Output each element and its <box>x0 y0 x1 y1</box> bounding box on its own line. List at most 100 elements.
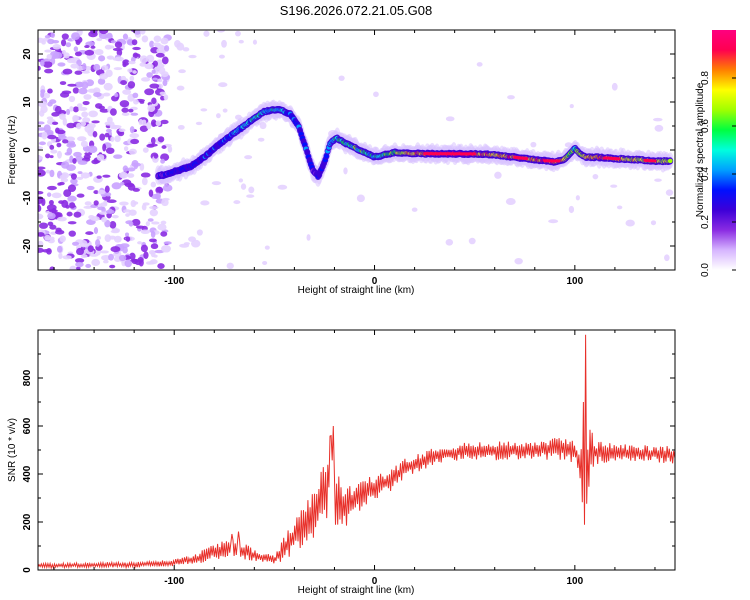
spectrogram-cell <box>96 154 105 161</box>
spectrogram-cell <box>67 83 77 87</box>
spectrogram-cell <box>85 231 94 235</box>
spectrogram-cell <box>177 124 185 130</box>
spectrogram-cell <box>60 39 67 47</box>
spectrogram-cell <box>151 221 160 225</box>
spectrogram-cell <box>82 117 91 123</box>
spectrogram-cell <box>211 181 222 186</box>
spectrogram-cell <box>86 123 96 129</box>
spectrogram-cell <box>150 250 156 258</box>
spectrogram-cell <box>130 199 137 208</box>
spectrogram-cell <box>74 258 85 263</box>
snr-ytick-label: 200 <box>22 513 33 530</box>
spectrogram-cell <box>44 234 51 241</box>
spectrogram-cell <box>80 140 88 148</box>
spectrogram-cell <box>102 174 111 178</box>
spectrogram-cell <box>74 51 82 57</box>
spectrogram-cell <box>146 261 153 265</box>
spectrogram-cell <box>88 110 99 118</box>
spectrogram-cell <box>44 35 51 39</box>
spectrogram-cell <box>125 236 131 242</box>
spectrogram-cell <box>47 185 57 191</box>
spectrogram-cell <box>127 173 135 178</box>
spectrogram-cell <box>128 108 134 113</box>
spectrogram-cell <box>233 200 241 205</box>
spectrogram-cell <box>47 38 55 45</box>
spectrogram-cell <box>59 81 67 86</box>
spectrogram-cell <box>75 261 84 268</box>
spectrogram-cell <box>259 121 267 130</box>
spectrogram-cell <box>151 77 159 81</box>
spectrogram-cell <box>98 105 105 110</box>
spectrogram-cell <box>530 141 537 148</box>
spectrogram-cell <box>85 41 95 47</box>
spectrogram-cell <box>56 245 63 253</box>
spectrogram-cell <box>105 147 115 155</box>
spectrogram-cell <box>104 132 110 138</box>
spectrogram-cell <box>112 57 120 61</box>
spectrogram-cell <box>56 142 62 148</box>
spectrogram-cell <box>97 78 106 85</box>
spectrogram-cell <box>118 128 126 133</box>
spectrogram-cell <box>411 207 418 212</box>
spectrogram-cell <box>49 155 54 159</box>
spectrogram-cell <box>161 145 167 149</box>
spectrogram-cell <box>82 70 90 74</box>
spectrogram-cell <box>142 147 149 153</box>
spectrogram-cell <box>160 119 169 125</box>
spectrogram-cell <box>95 239 101 247</box>
spectrogram-cell <box>126 167 136 172</box>
spectrogram-cell <box>161 198 169 207</box>
spectrogram-cell <box>160 220 167 225</box>
spectrogram-cell <box>162 184 173 192</box>
spectrogram-cell <box>118 171 129 179</box>
spectrogram-cell <box>151 69 156 74</box>
spectrogram-cell <box>66 211 73 217</box>
spectrogram-cell <box>338 75 345 81</box>
spectrogram-cell <box>144 88 155 96</box>
spectrogram-xtick-label: 100 <box>566 276 583 287</box>
spectrogram-cell <box>149 40 155 48</box>
spectrogram-cell <box>568 205 575 214</box>
spectrogram-cell <box>66 57 76 64</box>
spectrogram-cell <box>127 68 133 73</box>
spectrogram-cell <box>41 198 46 207</box>
spectrogram-cell <box>150 230 156 238</box>
ridge-cell <box>667 158 673 164</box>
snr-xtick-label: -100 <box>164 576 184 587</box>
spectrogram-cell <box>569 104 574 109</box>
spectrogram-cell <box>87 245 94 253</box>
spectrogram-cell <box>73 46 79 52</box>
spectrogram-cell <box>44 49 52 53</box>
spectrogram-cell <box>49 266 55 270</box>
spectrogram-cell <box>143 251 149 259</box>
spectrogram-cell <box>149 83 160 89</box>
spectrogram-cell <box>157 78 163 83</box>
spectrogram-cell <box>119 100 130 108</box>
spectrogram-cell <box>160 231 168 237</box>
spectrogram-cell <box>132 70 137 74</box>
spectrogram-cell <box>109 221 117 229</box>
spectrogram-cell <box>93 200 99 206</box>
spectrogram-cell <box>157 223 167 231</box>
spectrogram-cell <box>140 244 148 253</box>
spectrogram-cell <box>62 117 68 126</box>
spectrogram-cell <box>445 239 454 246</box>
spectrogram-cell <box>47 134 57 140</box>
spectrogram-cell <box>665 189 674 196</box>
spectrogram-cell <box>102 143 107 152</box>
spectrogram-cell <box>89 253 99 257</box>
spectrogram-cell <box>68 95 76 103</box>
spectrogram-cell <box>153 35 162 43</box>
spectrogram-cell <box>139 30 146 35</box>
spectrogram-cell <box>140 229 151 235</box>
spectrogram-cell <box>150 119 157 127</box>
spectrogram-cell <box>38 65 41 71</box>
spectrogram-cell <box>91 258 101 267</box>
spectrogram-cell <box>46 53 52 60</box>
spectrogram-cell <box>246 194 255 198</box>
spectrogram-cell <box>103 82 113 91</box>
spectrogram-cell <box>277 184 288 190</box>
spectrogram-cell <box>86 185 95 191</box>
spectrogram-cell <box>494 171 502 179</box>
spectrogram-cell <box>218 82 228 88</box>
